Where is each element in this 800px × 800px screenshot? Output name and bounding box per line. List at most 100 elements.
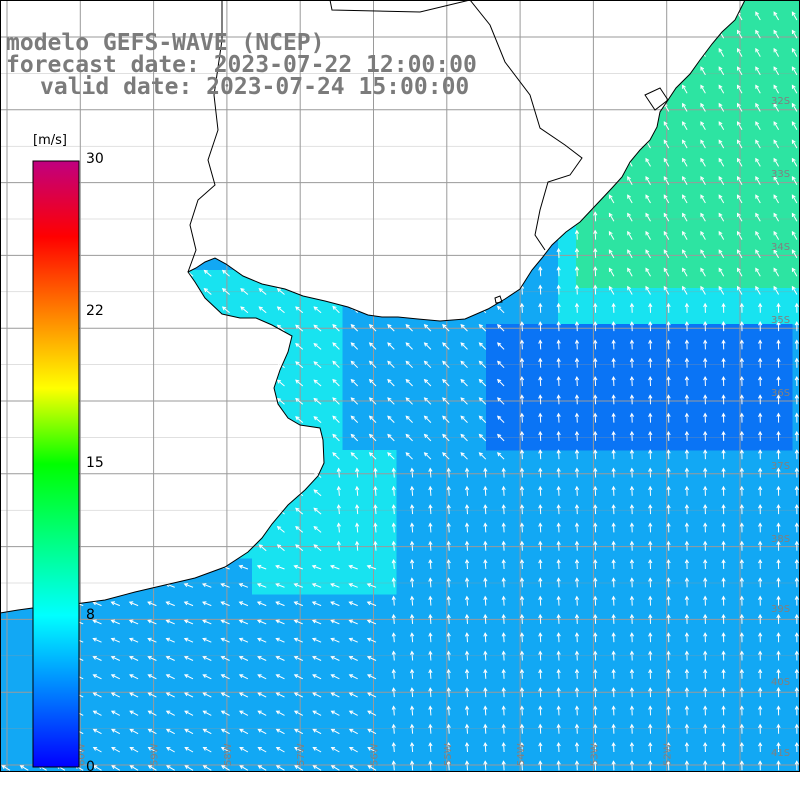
colorbar-gradient bbox=[32, 160, 80, 768]
wind-vector bbox=[593, 375, 598, 387]
wind-vector bbox=[556, 302, 561, 313]
longitude-label: 59W bbox=[150, 743, 161, 766]
wind-vector bbox=[183, 583, 194, 588]
wind-vector bbox=[611, 522, 616, 533]
wind-vector bbox=[446, 467, 451, 478]
wind-vector bbox=[718, 102, 725, 112]
wind-vector bbox=[275, 637, 285, 643]
wind-vector bbox=[684, 485, 690, 496]
colorbar-tick-label: 8 bbox=[86, 607, 95, 623]
wind-vector bbox=[556, 284, 561, 295]
wind-vector bbox=[791, 121, 798, 131]
wind-vector bbox=[423, 360, 432, 369]
wind-vector bbox=[629, 760, 635, 771]
wind-vector bbox=[311, 619, 322, 625]
wind-vector bbox=[703, 687, 708, 698]
wind-vector bbox=[791, 267, 798, 277]
speed-cell bbox=[630, 342, 649, 361]
wind-vector bbox=[258, 306, 267, 314]
speed-cell bbox=[666, 270, 685, 289]
wind-vector bbox=[293, 619, 303, 625]
speed-cell bbox=[630, 396, 649, 415]
speed-cell bbox=[666, 180, 685, 199]
wind-vector bbox=[409, 632, 415, 643]
speed-cell bbox=[594, 360, 613, 379]
wind-vector bbox=[368, 397, 377, 405]
wind-vector bbox=[239, 765, 249, 771]
speed-cell bbox=[576, 234, 595, 253]
speed-cell bbox=[684, 234, 703, 253]
speed-cell bbox=[774, 18, 793, 37]
wind-vector bbox=[758, 302, 763, 313]
speed-cell bbox=[252, 288, 271, 307]
wind-vector bbox=[538, 595, 543, 606]
wind-vector bbox=[220, 674, 230, 680]
wind-vector bbox=[460, 397, 468, 405]
wind-vector bbox=[538, 723, 543, 734]
speed-cell bbox=[756, 90, 775, 109]
wind-vector bbox=[183, 674, 194, 680]
wind-vector bbox=[92, 728, 102, 735]
wind-vector bbox=[184, 692, 194, 698]
wind-vector bbox=[483, 504, 488, 515]
wind-vector bbox=[700, 249, 706, 259]
wind-vector bbox=[348, 564, 358, 570]
speed-cell bbox=[684, 414, 703, 433]
wind-vector bbox=[220, 728, 230, 735]
wind-vector bbox=[611, 668, 616, 679]
wind-vector bbox=[666, 394, 671, 405]
wind-vector bbox=[483, 668, 488, 679]
wind-vector bbox=[460, 452, 468, 460]
speed-cell bbox=[522, 414, 541, 433]
wind-vector bbox=[755, 11, 761, 21]
wind-vector bbox=[556, 375, 561, 387]
colorbar-tick-label: 22 bbox=[86, 303, 104, 319]
speed-cell bbox=[342, 504, 361, 523]
wind-vector bbox=[110, 601, 120, 607]
wind-vector bbox=[295, 324, 304, 332]
speed-cell bbox=[306, 540, 325, 559]
wind-vector bbox=[721, 522, 726, 533]
wind-vector bbox=[682, 121, 688, 131]
speed-cell bbox=[738, 90, 757, 109]
wind-vector bbox=[391, 741, 396, 753]
wind-vector bbox=[739, 339, 744, 350]
wind-vector bbox=[483, 687, 488, 698]
wind-vector bbox=[409, 504, 415, 515]
wind-vector bbox=[519, 485, 525, 496]
wind-vector bbox=[593, 613, 598, 624]
wind-vector bbox=[556, 577, 561, 588]
wind-vector bbox=[700, 194, 706, 204]
wind-vector bbox=[718, 47, 725, 57]
wind-vector bbox=[464, 467, 470, 478]
wind-vector bbox=[276, 324, 285, 332]
wind-vector bbox=[648, 321, 653, 332]
wind-vector bbox=[718, 139, 725, 149]
wind-vector bbox=[684, 430, 690, 441]
speed-cell bbox=[540, 360, 559, 379]
wind-vector bbox=[428, 741, 433, 753]
wind-vector bbox=[147, 692, 157, 698]
speed-cell bbox=[666, 378, 685, 397]
latitude-label: 39S bbox=[771, 604, 790, 615]
wind-vector bbox=[464, 613, 470, 624]
wind-vector bbox=[721, 357, 726, 368]
wind-vector bbox=[776, 302, 781, 313]
wind-vector bbox=[1, 765, 11, 771]
wind-vector bbox=[332, 378, 340, 387]
wind-vector bbox=[391, 705, 396, 716]
speed-cell bbox=[288, 504, 307, 523]
wind-vector bbox=[239, 728, 249, 735]
wind-vector bbox=[519, 613, 525, 624]
wind-vector bbox=[574, 723, 580, 734]
speed-cell bbox=[792, 108, 800, 127]
wind-vector bbox=[183, 619, 194, 625]
wind-vector bbox=[776, 705, 781, 716]
wind-vector bbox=[739, 705, 744, 716]
wind-vector bbox=[574, 339, 580, 350]
wind-vector bbox=[464, 650, 470, 661]
speed-cell bbox=[324, 450, 343, 469]
wind-vector bbox=[483, 650, 488, 661]
wind-vector bbox=[428, 558, 433, 570]
wind-vector bbox=[275, 583, 285, 588]
